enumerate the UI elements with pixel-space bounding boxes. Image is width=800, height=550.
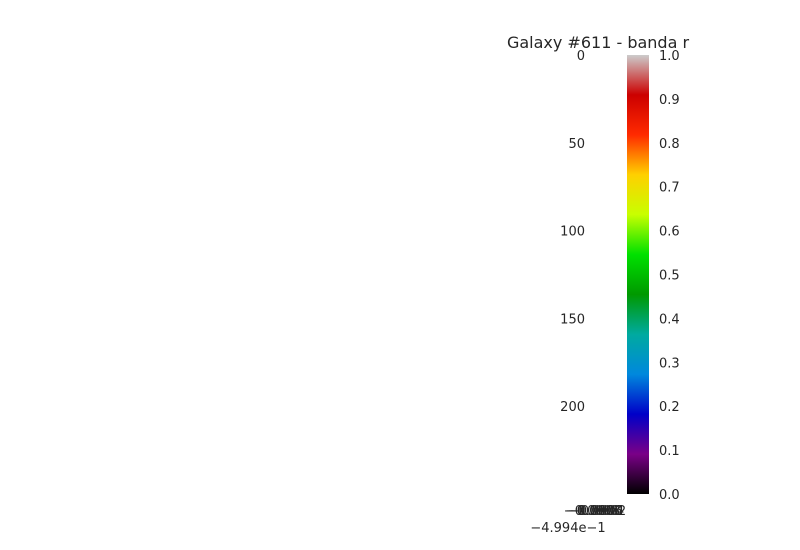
colorbar-tick-label: 0.9: [659, 93, 680, 108]
colorbar-ticks: 0.0 0.1 0.2 0.3 0.4 0.5 0.6 0.7 0.8 0.9 1.0: [659, 49, 680, 503]
colorbar-tick-label: 0.5: [659, 269, 680, 284]
colorbar-tick-label: 0.4: [659, 312, 680, 327]
x-tick-label: −0.0006: [566, 504, 622, 519]
colorbar-tick-label: 1.0: [659, 49, 680, 64]
x-tick-label: −0.0004: [568, 504, 624, 519]
colorbar-tick-label: 0.8: [659, 137, 680, 152]
y-tick-label: 50: [568, 137, 585, 152]
y-tick-label: 200: [560, 400, 585, 415]
colorbar-tick-label: 0.1: [659, 444, 680, 459]
colorbar-tick-label: 0.3: [659, 356, 680, 371]
y-tick-label: 150: [560, 312, 585, 327]
colorbar-tick-label: 0.0: [659, 488, 680, 503]
x-tick-label: −0.0008: [564, 504, 620, 519]
colorbar-tick-label: 0.6: [659, 225, 680, 240]
y-axis-ticks: 0 50 100 150 200: [560, 49, 585, 415]
colorbar-tick-label: 0.2: [659, 400, 680, 415]
colorbar-tick-label: 0.7: [659, 181, 680, 196]
y-tick-label: 100: [560, 225, 585, 240]
chart-title: Galaxy #611 - banda r: [507, 33, 690, 52]
x-tick-label: 0.0000: [577, 504, 623, 519]
x-tick-label: −0.0002: [570, 504, 626, 519]
y-tick-label: 0: [577, 49, 585, 64]
x-axis-offset-label: −4.994e−1: [530, 521, 605, 536]
colorbar: [627, 55, 649, 494]
